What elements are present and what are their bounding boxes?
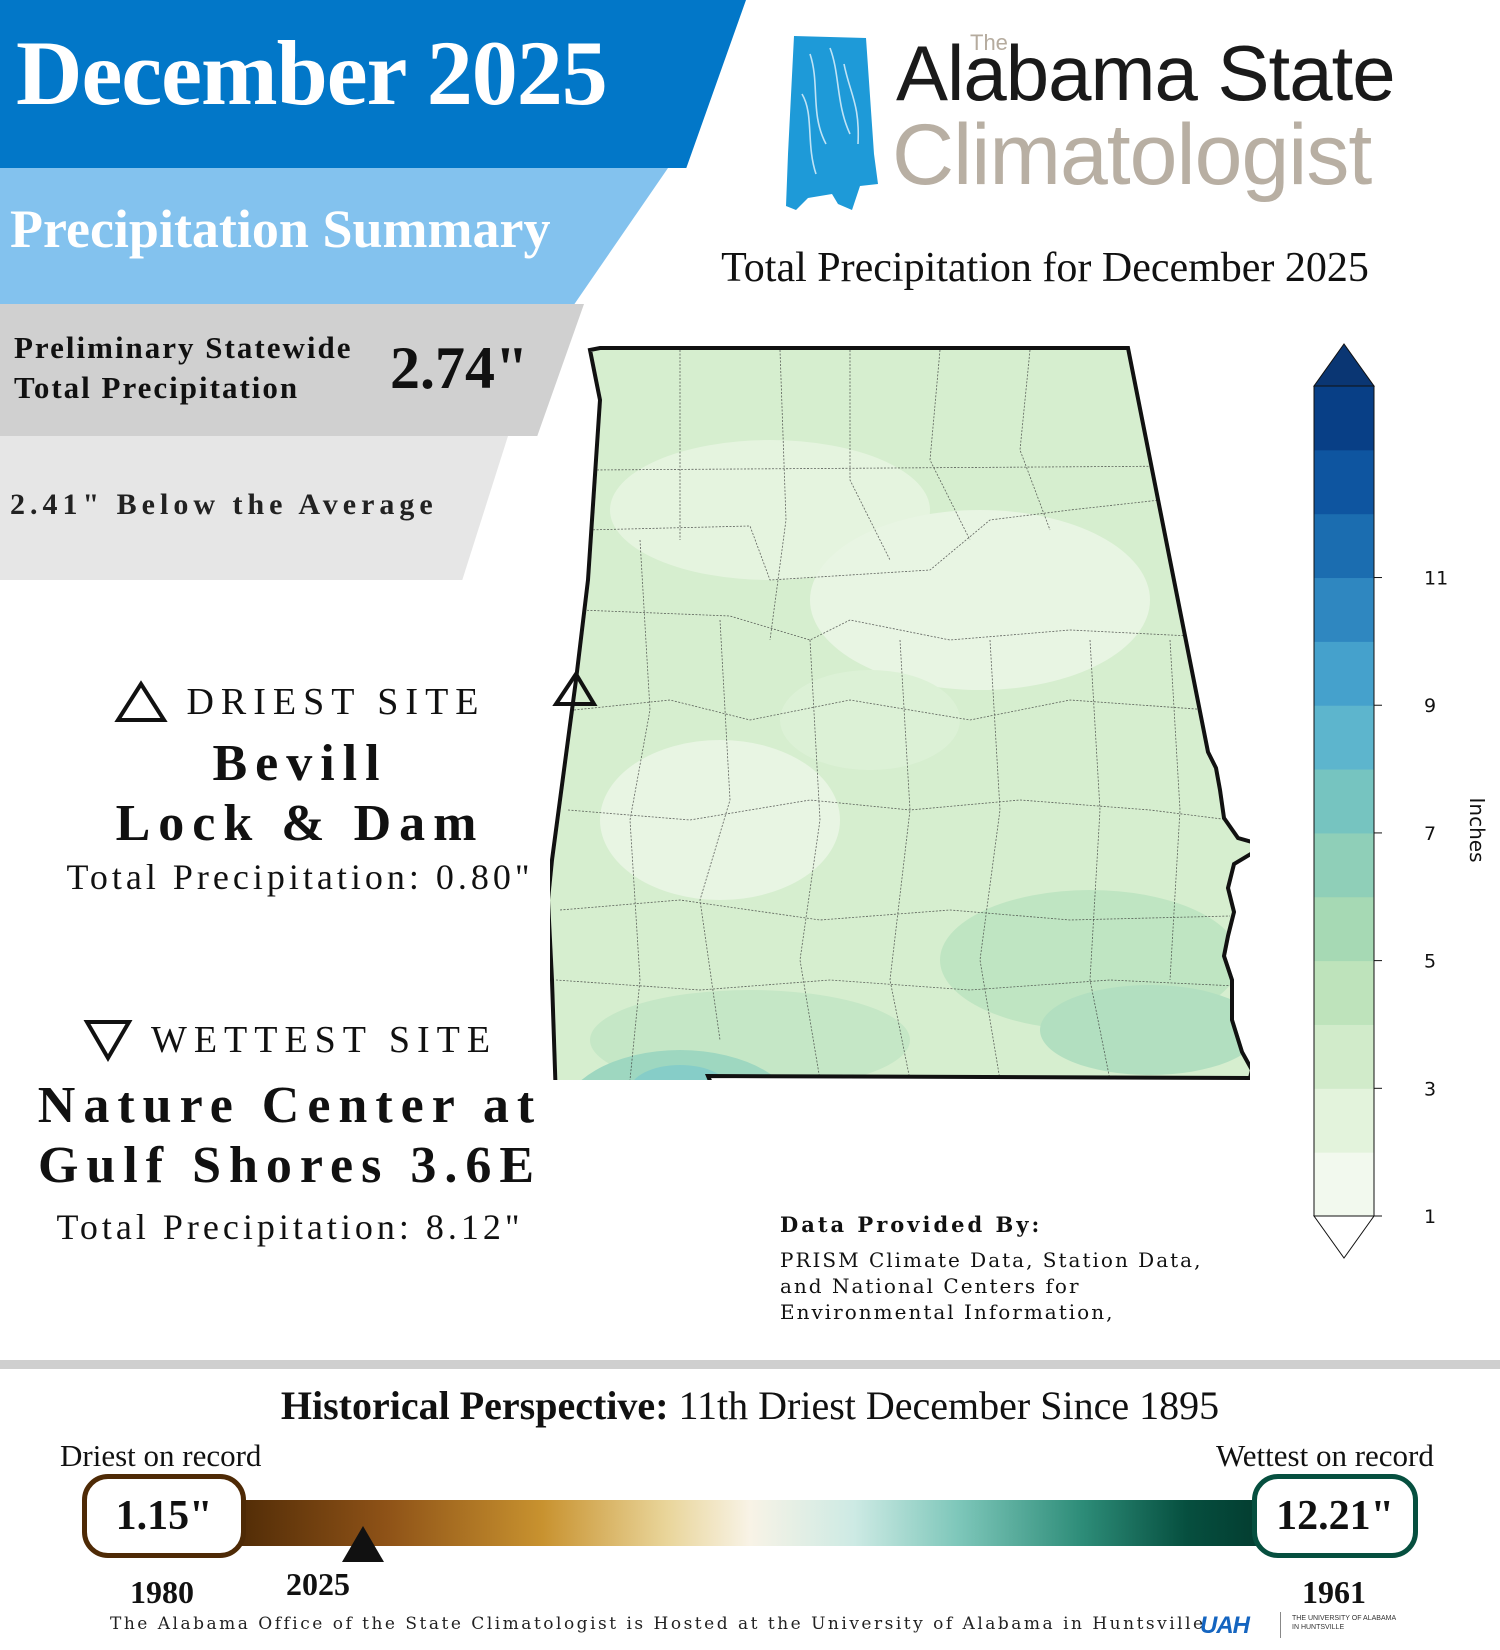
colorbar-segment: [1314, 1088, 1374, 1153]
down-triangle-icon: [83, 1020, 133, 1062]
wettest-site-name-line1: Nature Center at: [37, 1077, 543, 1134]
colorbar-segment: [1314, 960, 1374, 1025]
uah-mark: UAH: [1200, 1612, 1250, 1639]
driest-record-year: 1980: [130, 1574, 194, 1610]
wettest-site-heading: WETTEST SITE: [20, 1018, 560, 1062]
colorbar-tick-label: 7: [1424, 823, 1436, 845]
colorbar-segment: [1314, 1152, 1374, 1217]
colorbar-segment: [1314, 769, 1374, 834]
title-banner: December 2025: [0, 0, 746, 168]
driest-site-name-line1: Bevill: [212, 735, 388, 792]
statewide-total-value: 2.74": [390, 335, 529, 401]
logo-the: The: [970, 30, 1008, 55]
colorbar-segment: [1314, 577, 1374, 642]
colorbar-tick-label: 3: [1424, 1078, 1436, 1100]
driest-site-total: Total Precipitation: 0.80": [66, 857, 534, 897]
colorbar-min-extension: [1313, 1215, 1375, 1259]
driest-site-name-line2: Lock & Dam: [115, 795, 485, 852]
alabama-state-logo-icon: [786, 36, 878, 210]
wettest-site-label: WETTEST SITE: [150, 1019, 498, 1061]
historical-perspective-title: Historical Perspective: 11th Driest Dece…: [0, 1382, 1500, 1429]
historical-perspective-rank: 11th Driest December Since 1895: [678, 1383, 1220, 1428]
colorbar-tick-label: 1: [1424, 1206, 1436, 1228]
colorbar-tick-label: 5: [1424, 951, 1436, 973]
driest-record-label: Driest on record: [60, 1438, 262, 1473]
section-divider: [0, 1360, 1500, 1369]
wettest-record-year: 1961: [1302, 1574, 1366, 1610]
driest-record-value: 1.15": [82, 1474, 246, 1558]
precipitation-map: [550, 346, 1250, 1080]
precipitation-colorbar: Inches 1 3 5 7 9 11: [1313, 343, 1489, 1259]
state-climatologist-logo: The Alabama State Climatologist: [780, 24, 1430, 214]
up-triangle-icon: [114, 680, 169, 722]
colorbar-max-extension: [1313, 343, 1375, 387]
colorbar-segment: [1314, 896, 1374, 962]
colorbar-segment: [1314, 832, 1374, 898]
historical-perspective-label: Historical Perspective:: [280, 1383, 669, 1428]
subtitle-banner: Precipitation Summary: [0, 168, 668, 304]
footer-text: The Alabama Office of the State Climatol…: [110, 1614, 1206, 1634]
wettest-record-label: Wettest on record: [1216, 1438, 1434, 1473]
colorbar-outline: [1313, 385, 1375, 1217]
departure-banner: 2.41" Below the Average: [0, 436, 508, 580]
data-credits: Data Provided By: PRISM Climate Data, St…: [780, 1212, 1260, 1325]
wettest-record-value: 12.21": [1252, 1474, 1418, 1558]
colorbar-segment: [1314, 1024, 1374, 1089]
credits-line3: Environmental Information,: [780, 1300, 1115, 1324]
map-title: Total Precipitation for December 2025: [721, 245, 1369, 291]
colorbar-segment: [1314, 386, 1374, 451]
colorbar-unit-label: Inches: [1465, 798, 1489, 863]
wettest-site-total: Total Precipitation: 8.12": [56, 1207, 524, 1247]
statewide-total-label: Preliminary Statewide Total Precipitatio…: [14, 330, 353, 405]
departure-text: 2.41" Below the Average: [10, 488, 438, 521]
wettest-site-block: WETTEST SITE Nature Center at Gulf Shore…: [20, 1018, 560, 1248]
logo-line2: Climatologist: [892, 107, 1372, 203]
colorbar-tick-label: 9: [1424, 695, 1436, 717]
colorbar-segment: [1314, 449, 1374, 515]
uah-text: THE UNIVERSITY OF ALABAMA IN HUNTSVILLE: [1292, 1615, 1396, 1631]
driest-site-heading: DRIEST SITE: [40, 680, 560, 724]
colorbar-tick-label: 11: [1424, 568, 1448, 590]
statewide-total-banner: Preliminary Statewide Total Precipitatio…: [0, 304, 584, 436]
credits-line2: and National Centers for: [780, 1274, 1081, 1298]
driest-site-marker-icon: [552, 670, 598, 706]
month-title: December 2025: [16, 22, 608, 124]
wettest-site-name-line2: Gulf Shores 3.6E: [37, 1137, 543, 1194]
uah-separator: [1280, 1612, 1281, 1638]
driest-site-block: DRIEST SITE Bevill Lock & Dam Total Prec…: [40, 680, 560, 898]
summary-subtitle: Precipitation Summary: [10, 199, 551, 259]
credits-heading: Data Provided By:: [780, 1212, 1043, 1237]
uah-logo: UAH THE UNIVERSITY OF ALABAMA IN HUNTSVI…: [1200, 1608, 1400, 1644]
current-year-marker-icon: [342, 1526, 384, 1562]
driest-site-label: DRIEST SITE: [186, 681, 486, 723]
current-year: 2025: [286, 1566, 350, 1602]
colorbar-segment: [1314, 513, 1374, 579]
record-gradient-bar: [230, 1500, 1270, 1546]
colorbar-segment: [1314, 641, 1374, 706]
colorbar-segment: [1314, 705, 1374, 770]
credits-line1: PRISM Climate Data, Station Data,: [780, 1248, 1203, 1272]
logo-line1: Alabama State: [896, 29, 1396, 117]
